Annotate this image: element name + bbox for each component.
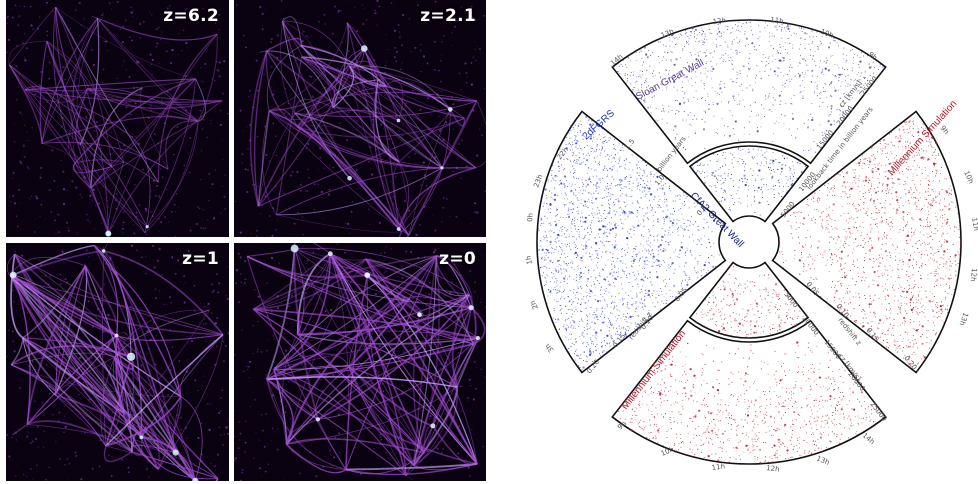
redshift-survey-cone-diagram: Sloan Great Wall 14h 13h 12h 11h 10h 9h …: [525, 16, 978, 474]
sloan-ra-tick: 9h: [867, 50, 879, 62]
redshift-label: z=1: [182, 249, 219, 269]
cosmic-web-image: [234, 0, 486, 237]
mill-right-ra-tick: 11h: [970, 217, 978, 232]
redshift-label: z=2.1: [420, 6, 476, 26]
mill-right-ra-tick: 10h: [962, 169, 975, 184]
mill-bottom-ra-tick: 11h: [711, 462, 725, 472]
mill-bottom-ra-tick: 14h: [861, 431, 876, 446]
mill-right-ra-tick: 12h: [969, 268, 978, 282]
simulation-panel-z1: z=1: [6, 243, 229, 481]
simulation-panel-z6: z=6.2: [6, 0, 229, 237]
sloan-ra-tick: 12h: [712, 16, 726, 26]
mill-bottom-ra-tick: 13h: [815, 454, 830, 466]
redshift-label: z=0: [439, 249, 476, 269]
cosmic-web-image: [234, 243, 486, 481]
mill-right-ra-tick: 13h: [958, 311, 970, 326]
simulation-panel-z2: z=2.1: [234, 0, 486, 237]
redshift-label: z=6.2: [163, 6, 219, 26]
mill-bottom-ra-tick: 10h: [660, 445, 675, 457]
mill-bottom-ra-tick: 9h: [616, 420, 628, 432]
2df-ra-tick: 1h: [525, 255, 534, 265]
2df-ra-tick: 23h: [532, 173, 544, 188]
cosmic-web-image: [6, 0, 229, 237]
2df-ra-tick: 3h: [544, 342, 556, 354]
cosmic-web-image: [6, 243, 229, 481]
mill-right-ra-tick: 9h: [938, 124, 950, 136]
simulation-panel-z0: z=0: [234, 243, 486, 481]
2df-ra-tick: 0h: [526, 213, 535, 223]
2df-ra-tick: 2h: [529, 299, 540, 310]
mill-bottom-ra-tick: 12h: [766, 464, 780, 474]
sloan-ra-tick: 11h: [770, 16, 784, 26]
